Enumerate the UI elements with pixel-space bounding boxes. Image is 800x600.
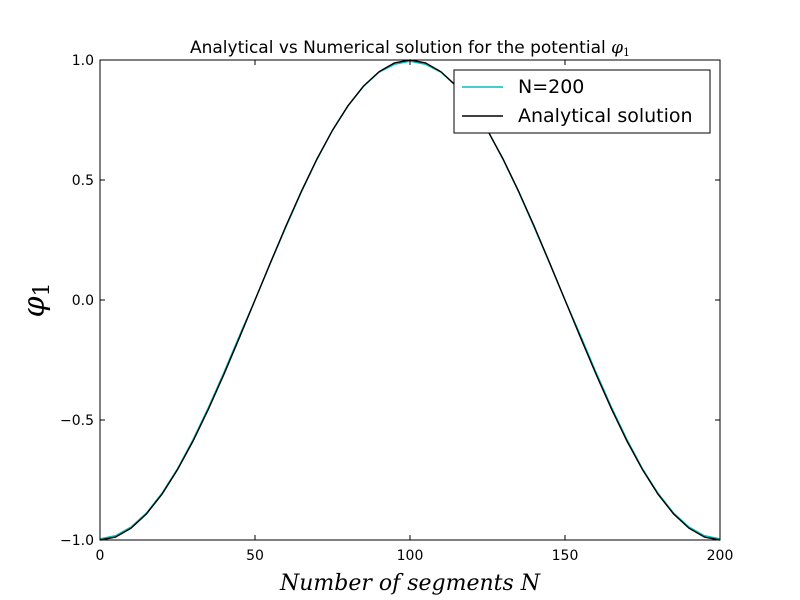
chart-title-subscript: 1 bbox=[623, 46, 630, 59]
x-axis-label: Number of segments N bbox=[279, 571, 541, 596]
x-tick-label: 200 bbox=[707, 548, 734, 564]
y-tick-label: 0.0 bbox=[72, 293, 94, 309]
x-tick-label: 150 bbox=[552, 548, 579, 564]
y-axis-label: φ1 bbox=[17, 282, 55, 317]
legend-box bbox=[453, 69, 711, 134]
x-tick-label: 100 bbox=[397, 548, 424, 564]
legend: N=200 Analytical solution bbox=[453, 69, 711, 134]
y-tick-label: −0.5 bbox=[60, 413, 94, 429]
y-axis-label-subscript: 1 bbox=[30, 282, 55, 296]
chart-title-prefix: Analytical vs Numerical solution for the… bbox=[190, 38, 611, 58]
y-tick-label: 0.5 bbox=[72, 173, 94, 189]
y-tick-label: −1.0 bbox=[60, 533, 94, 549]
ticks-layer: 0 50 100 150 200 −1.0 −0.5 0.0 0.5 1.0 bbox=[60, 53, 733, 564]
chart-title: Analytical vs Numerical solution for the… bbox=[190, 38, 630, 59]
legend-label-0: N=200 bbox=[518, 76, 584, 98]
y-axis-label-symbol: φ bbox=[17, 296, 52, 317]
chart-title-symbol: φ bbox=[611, 38, 623, 58]
y-tick-label: 1.0 bbox=[72, 53, 94, 69]
x-tick-label: 0 bbox=[96, 548, 105, 564]
x-tick-label: 50 bbox=[246, 548, 264, 564]
legend-label-1: Analytical solution bbox=[518, 105, 693, 127]
plot-area: 0 50 100 150 200 −1.0 −0.5 0.0 0.5 1.0 bbox=[60, 53, 733, 564]
